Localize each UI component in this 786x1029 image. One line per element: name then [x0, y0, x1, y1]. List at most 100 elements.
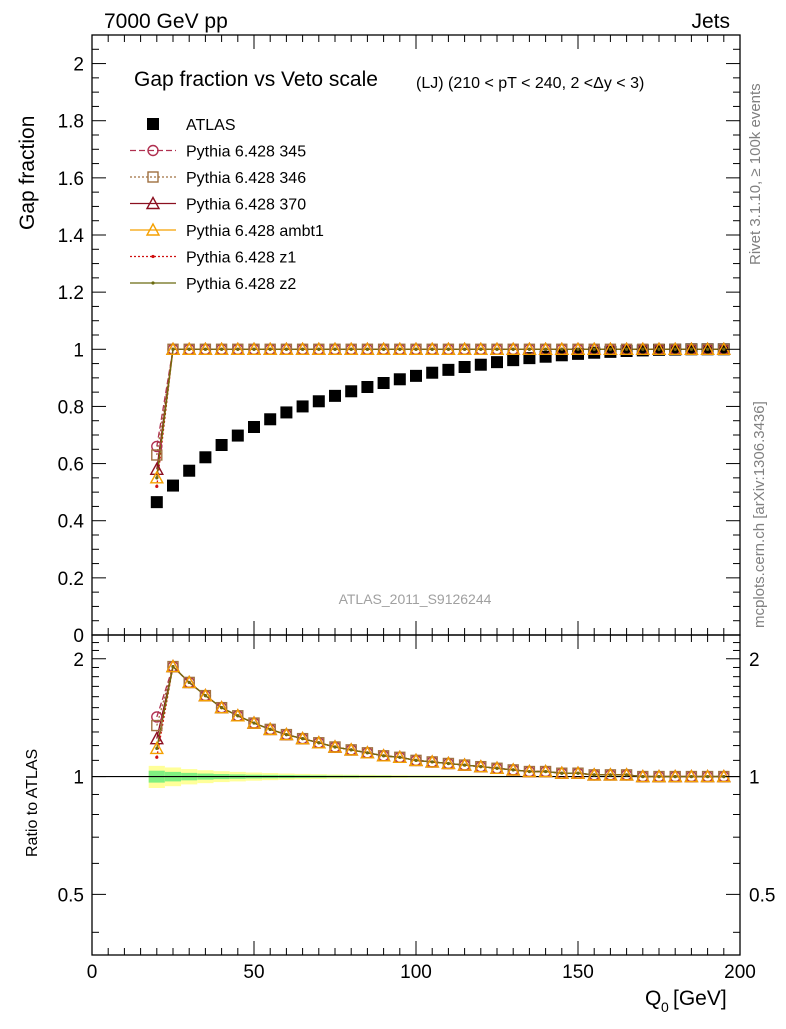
ratio-pythia-6-428-z2-point-10: [317, 741, 320, 744]
ratio-pythia-6-428-z2-point-4: [220, 706, 223, 709]
ratio-pythia-6-428-z2-point-8: [285, 733, 288, 736]
main-pythia-6-428-z2-point-3: [204, 348, 207, 351]
ratio-pythia-6-428-z2-point-17: [431, 760, 434, 763]
legend-label-3: Pythia 6.428 370: [186, 197, 306, 214]
main-atlas-point-7: [264, 413, 276, 425]
main-pythia-6-428-z2-point-1: [171, 348, 174, 351]
ratio-pythia-6-428-z2-point-25: [560, 772, 563, 775]
main-atlas-point-15: [394, 373, 406, 385]
main-pythia-6-428-z2-point-9: [301, 348, 304, 351]
main-atlas-point-4: [216, 439, 228, 451]
ratio-y-axis-label: Ratio to ATLAS: [24, 749, 41, 857]
ratio-pythia-6-428-z2-point-35: [722, 775, 725, 778]
ratio-pythia-6-428-z2-point-27: [593, 773, 596, 776]
x-tick-label-4: 200: [724, 962, 756, 983]
main-pythia-6-428-z2-point-5: [236, 348, 239, 351]
ratio-pythia-6-428-z2-point-12: [350, 748, 353, 751]
ratio-pythia-6-428-z2-point-1: [171, 665, 174, 668]
main-pythia-6-428-z2-point-24: [544, 348, 547, 351]
x-tick-label-2: 100: [400, 962, 432, 983]
x-tick-label-0: 0: [87, 962, 98, 983]
main-pythia-6-428-z2-point-13: [366, 348, 369, 351]
ratio-pythia-6-428-z2-point-34: [706, 775, 709, 778]
main-atlas-point-20: [475, 359, 487, 371]
ratio-pythia-6-428-z2-point-33: [690, 775, 693, 778]
main-y-tick-label-3: 0.6: [58, 455, 84, 476]
main-pythia-6-428-z2-point-32: [674, 348, 677, 351]
ratio-y-tick-label-left-1: 1: [73, 768, 84, 789]
legend-pythia-6-428-346-point-2: [148, 172, 158, 182]
main-plot-series: [151, 343, 730, 508]
ratio-line-pythia-6-428-z1: [157, 667, 724, 777]
ratio-pythia-6-428-z2-point-7: [269, 728, 272, 731]
main-plot-subtitle: (LJ) (210 < pT < 240, 2 <Δy < 3): [416, 75, 644, 92]
main-pythia-6-428-z2-point-27: [593, 348, 596, 351]
main-pythia-6-428-z2-point-0: [155, 476, 158, 479]
main-atlas-point-13: [361, 381, 373, 393]
main-atlas-point-16: [410, 370, 422, 382]
main-pythia-6-428-z2-point-35: [722, 348, 725, 351]
main-atlas-point-21: [491, 356, 503, 368]
ratio-pythia-6-428-z2-point-11: [333, 745, 336, 748]
main-atlas-point-14: [378, 377, 390, 389]
ratio-y-tick-label-right-2: 2: [749, 650, 760, 671]
ratio-line-pythia-6-428-z2: [157, 667, 724, 777]
legend-atlas-point-0: [147, 118, 159, 130]
main-pythia-6-428-z2-point-16: [414, 348, 417, 351]
main-atlas-point-18: [442, 364, 454, 376]
main-pythia-6-428-z1-point-0: [155, 485, 158, 488]
main-pythia-6-428-z2-point-11: [333, 348, 336, 351]
main-line-pythia-6-428-z1: [157, 349, 724, 486]
main-pythia-6-428-z2-point-25: [560, 348, 563, 351]
x-axis-label-q: Q: [645, 987, 661, 1010]
legend-label-5: Pythia 6.428 z1: [186, 250, 296, 267]
ratio-y-tick-label-right-0: 0.5: [749, 885, 775, 906]
main-pythia-6-428-z2-point-20: [479, 348, 482, 351]
main-atlas-point-8: [280, 406, 292, 418]
header-left: 7000 GeV pp: [104, 10, 228, 33]
ratio-pythia-6-428-z2-point-26: [576, 772, 579, 775]
main-atlas-point-1: [167, 480, 179, 492]
main-plot-title: Gap fraction vs Veto scale: [134, 68, 378, 91]
main-y-tick-label-9: 1.8: [58, 112, 84, 133]
main-pythia-6-428-z2-point-34: [706, 348, 709, 351]
main-y-tick-label-10: 2: [73, 55, 84, 76]
main-y-tick-label-2: 0.4: [58, 512, 85, 533]
main-y-tick-label-6: 1.2: [58, 283, 84, 304]
ratio-line-pythia-6-428-346: [157, 667, 724, 777]
main-atlas-point-3: [199, 451, 211, 463]
legend-label-0: ATLAS: [186, 117, 236, 134]
main-pythia-6-428-z2-point-23: [528, 348, 531, 351]
ratio-plot-series: [151, 661, 730, 782]
ratio-pythia-6-428-z2-point-32: [674, 775, 677, 778]
x-axis-label-sub: 0: [661, 999, 669, 1015]
main-pythia-6-428-z2-point-10: [317, 348, 320, 351]
main-pythia-6-428-z2-point-33: [690, 348, 693, 351]
ratio-line-pythia-6-428-345: [157, 667, 724, 777]
main-y-axis-label: Gap fraction: [16, 116, 39, 230]
ratio-pythia-6-428-z1-point-0: [155, 756, 158, 759]
ratio-y-tick-label-right-1: 1: [749, 768, 760, 789]
main-atlas-point-2: [183, 465, 195, 477]
ratio-pythia-6-428-z2-point-23: [528, 770, 531, 773]
main-atlas-point-11: [329, 390, 341, 402]
ratio-pythia-6-428-z2-point-9: [301, 737, 304, 740]
main-y-tick-label-8: 1.6: [58, 169, 84, 190]
main-pythia-6-428-z2-point-2: [188, 348, 191, 351]
main-pythia-6-428-z2-point-22: [512, 348, 515, 351]
rivet-version-label: Rivet 3.1.10, ≥ 100k events: [747, 83, 764, 265]
main-atlas-point-19: [459, 361, 471, 373]
main-y-tick-label-7: 1.4: [58, 226, 85, 247]
main-line-pythia-6-428-ambt1: [157, 349, 724, 478]
ratio-pythia-6-428-z2-point-0: [155, 747, 158, 750]
ratio-line-pythia-6-428-ambt1: [157, 667, 724, 777]
main-atlas-point-17: [426, 367, 438, 379]
analysis-id-label: ATLAS_2011_S9126244: [339, 591, 492, 607]
x-axis-label-unit: [GeV]: [673, 987, 727, 1010]
ratio-pythia-6-428-z2-point-15: [398, 756, 401, 759]
ratio-pythia-6-428-z2-point-14: [382, 754, 385, 757]
main-pythia-6-428-z2-point-14: [382, 348, 385, 351]
main-pythia-6-428-z2-point-4: [220, 348, 223, 351]
